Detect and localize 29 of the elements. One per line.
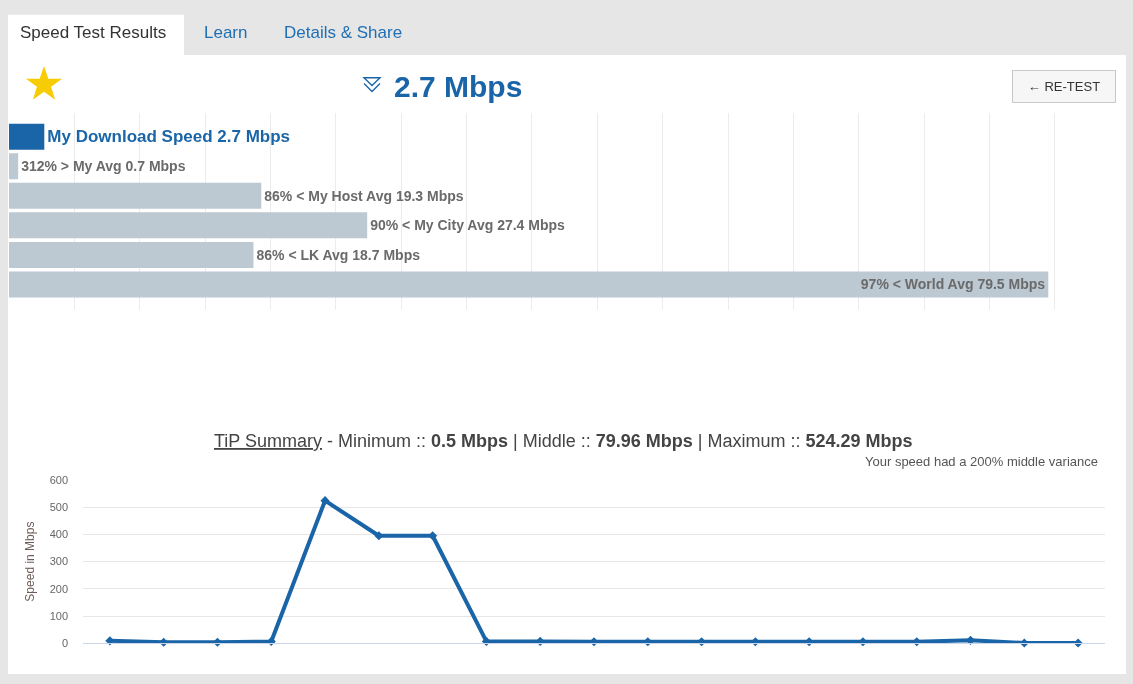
- data-label: 97% < World Avg 79.5 Mbps: [860, 276, 1046, 293]
- data-label: 312% > My Avg 0.7 Mbps: [21, 158, 186, 175]
- bar: [9, 271, 1049, 298]
- point: [428, 531, 438, 541]
- y-axis-title: Speed in Mbps: [22, 521, 37, 602]
- text: Details & Share: [284, 23, 403, 42]
- bar: [9, 212, 368, 239]
- y-tick-label: 0: [61, 637, 68, 650]
- bar: [9, 123, 45, 150]
- y-tick-label: 600: [49, 473, 68, 486]
- data-label: 86% < My Host Avg 19.3 Mbps: [264, 187, 464, 204]
- chart-title: 2.7 Mbps: [394, 70, 523, 103]
- y-tick-label: 100: [49, 609, 68, 622]
- y-tick-label: 200: [49, 582, 68, 595]
- text: Learn: [204, 23, 248, 42]
- data-label: 86% < LK Avg 18.7 Mbps: [256, 246, 421, 263]
- text: ← RE-TEST: [1027, 79, 1101, 94]
- data-label: 90% < My City Avg 27.4 Mbps: [370, 217, 566, 234]
- text: Speed Test Results: [20, 23, 167, 42]
- bar: [9, 241, 254, 268]
- bar: [9, 153, 19, 180]
- data-label: My Download Speed 2.7 Mbps: [47, 127, 291, 147]
- point: [320, 496, 330, 506]
- bar: [9, 182, 262, 209]
- chart-subtitle: Your speed had a 200% middle variance: [865, 454, 1098, 469]
- y-tick-label: 400: [49, 528, 68, 541]
- chart-title: TiP Summary - Minimum :: 0.5 Mbps | Middle :: 79.96 Mbps | Maximum :: 524.29 Mbps: [214, 431, 913, 451]
- y-tick-label: 500: [49, 501, 68, 514]
- y-tick-label: 300: [49, 555, 68, 568]
